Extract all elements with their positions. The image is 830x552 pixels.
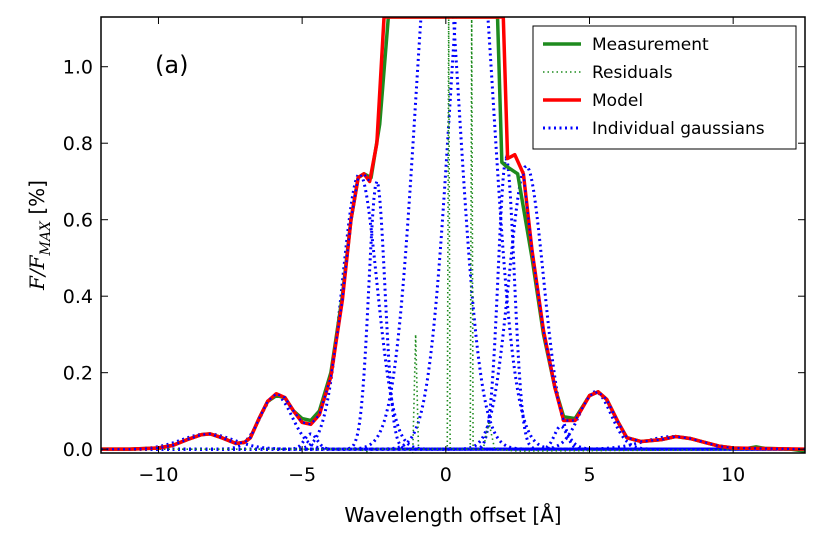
y-tick-label: 1.0 [63,57,93,79]
y-tick-label: 0.8 [63,133,93,155]
panel-label: (a) [155,51,188,79]
legend-label-measurement: Measurement [592,35,709,55]
y-axis-title-main: F/F [25,254,49,291]
ticks-layer: −10 −5 0 5 10 0.0 0.2 0.4 0.6 0.8 1.0 [63,17,805,486]
y-axis-title-subscript: MAX [38,220,54,256]
plot-frame [100,16,806,454]
residuals-line [101,17,805,453]
y-tick-label: 0.4 [63,286,93,308]
legend-label-model: Model [592,91,643,111]
y-tick-label: 0.2 [63,363,93,385]
x-tick-label: 10 [721,464,745,486]
x-tick-label: 5 [583,464,595,486]
y-tick-label: 0.6 [63,210,93,232]
y-axis-title: F/FMAX [%] [25,180,54,291]
x-tick-label: −5 [288,464,316,486]
x-axis-title: Wavelength offset [Å] [344,503,561,527]
legend-label-gaussians: Individual gaussians [592,119,765,139]
gaussian-sum-overlay [101,172,371,451]
legend-label-residuals: Residuals [592,63,673,83]
x-tick-label: 0 [440,464,452,486]
y-tick-label: 0.0 [63,439,93,461]
series-layer [101,17,805,453]
y-axis-title-unit: [%] [25,180,49,221]
x-tick-label: −10 [138,464,178,486]
legend: Measurement Residuals Model Individual g… [532,25,797,150]
gaussian-sum-overlay [522,173,805,451]
